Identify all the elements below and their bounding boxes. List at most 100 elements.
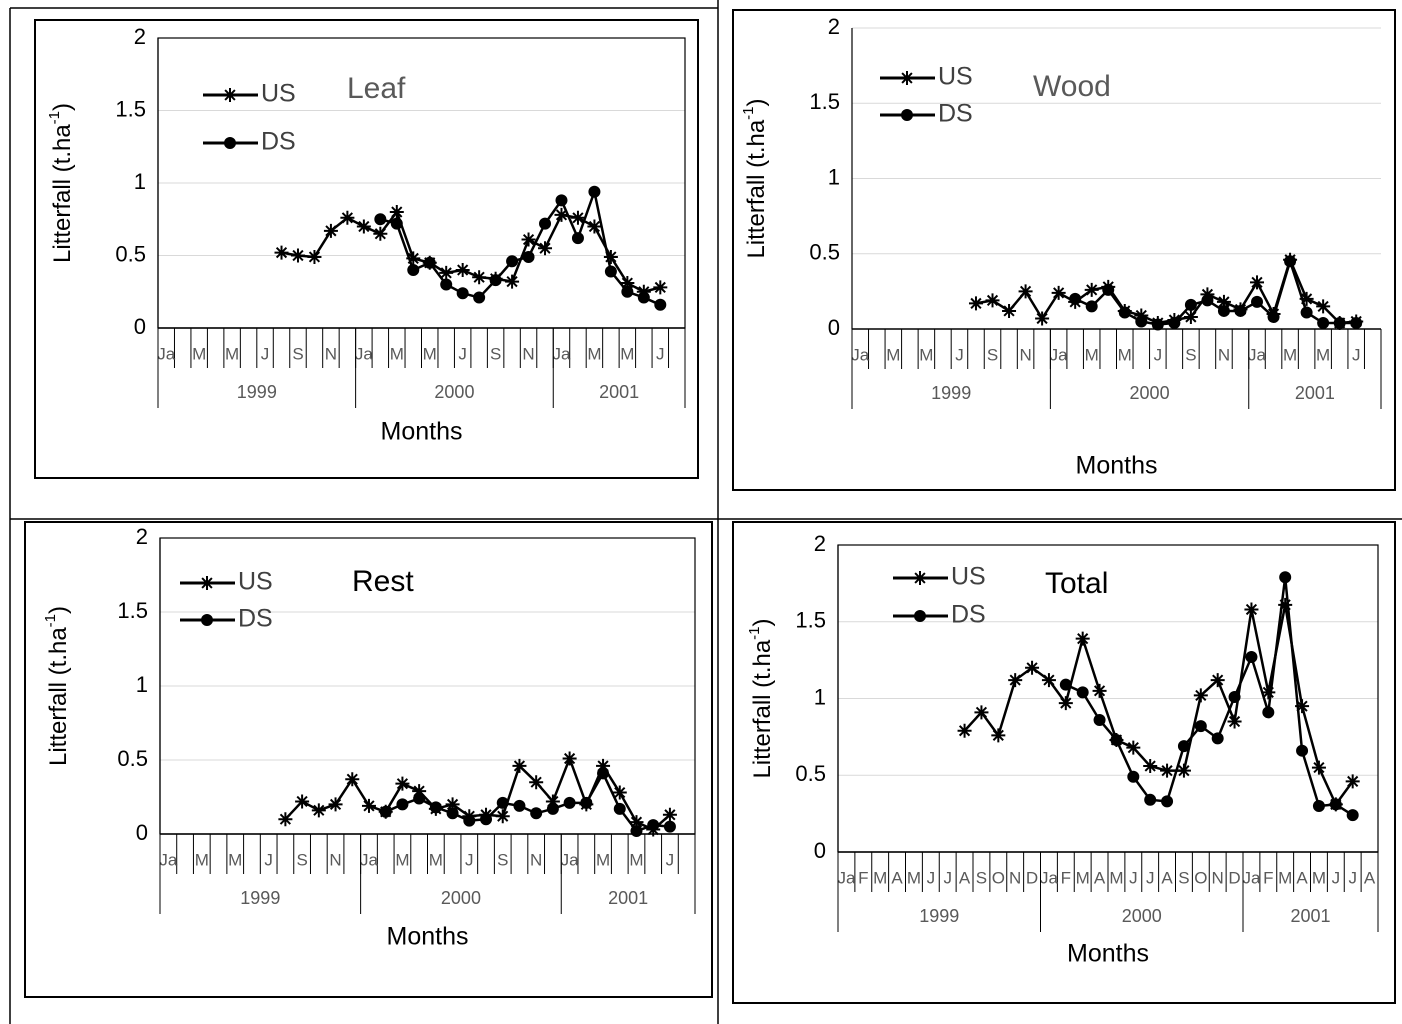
marker bbox=[662, 807, 677, 822]
y-axis-title-part: Litterfall (t.ha bbox=[45, 627, 72, 766]
x-tick-label: Ja bbox=[157, 344, 176, 363]
marker bbox=[1184, 298, 1197, 311]
x-tick-label: N bbox=[329, 850, 341, 869]
marker bbox=[1200, 287, 1215, 302]
x-tick-label: A bbox=[1296, 868, 1308, 887]
marker bbox=[1345, 774, 1360, 789]
marker bbox=[1193, 688, 1208, 703]
group-label: 1999 bbox=[931, 383, 971, 403]
x-tick-label: M bbox=[1085, 345, 1099, 364]
x-tick-label: Ja bbox=[360, 850, 379, 869]
x-tick-label: J bbox=[1154, 345, 1163, 364]
y-axis-title: Litterfall (t.ha-1) bbox=[746, 618, 776, 778]
marker bbox=[323, 223, 338, 238]
marker bbox=[587, 219, 602, 234]
marker bbox=[278, 812, 293, 827]
y-axis-title-part: ) bbox=[743, 98, 770, 106]
marker bbox=[539, 217, 552, 230]
marker bbox=[345, 772, 360, 787]
marker bbox=[620, 276, 635, 291]
x-tick-label: M bbox=[1283, 345, 1297, 364]
chart-frame bbox=[34, 19, 699, 479]
x-tick-label: J bbox=[1348, 868, 1357, 887]
y-tick-label: 0 bbox=[828, 315, 840, 340]
marker bbox=[522, 250, 535, 263]
x-tick-label: J bbox=[264, 850, 273, 869]
y-tick-label: 1 bbox=[136, 672, 148, 697]
legend-label: DS bbox=[951, 601, 986, 629]
x-tick-label: N bbox=[1009, 868, 1021, 887]
legend-label: DS bbox=[938, 100, 973, 128]
marker bbox=[1085, 300, 1098, 313]
marker bbox=[1118, 306, 1131, 319]
x-tick-label: D bbox=[1026, 868, 1038, 887]
x-tick-label: Ja bbox=[1050, 345, 1069, 364]
x-tick-label: S bbox=[976, 868, 987, 887]
marker bbox=[1144, 793, 1157, 806]
x-axis-title: Months bbox=[381, 418, 463, 446]
x-tick-label: J bbox=[1129, 868, 1138, 887]
marker bbox=[1168, 316, 1181, 329]
marker bbox=[505, 274, 520, 289]
marker bbox=[413, 792, 426, 805]
group-label: 2001 bbox=[599, 382, 639, 402]
legend-label: US bbox=[261, 80, 296, 108]
x-tick-label: S bbox=[1185, 345, 1196, 364]
y-tick-label: 1.5 bbox=[795, 608, 826, 633]
marker bbox=[480, 813, 493, 826]
y-axis-title-part: -1 bbox=[46, 111, 63, 124]
marker bbox=[604, 265, 617, 278]
x-tick-label: J bbox=[656, 344, 665, 363]
x-tick-label: J bbox=[458, 344, 467, 363]
x-tick-label: J bbox=[261, 344, 270, 363]
marker bbox=[562, 751, 577, 766]
x-tick-label: A bbox=[1161, 868, 1173, 887]
marker bbox=[991, 728, 1006, 743]
marker bbox=[1135, 315, 1148, 328]
marker bbox=[311, 803, 326, 818]
y-tick-label: 2 bbox=[814, 531, 826, 556]
y-axis-title: Litterfall (t.ha-1) bbox=[740, 98, 770, 258]
x-tick-label: M bbox=[429, 850, 443, 869]
marker bbox=[1127, 770, 1140, 783]
x-tick-label: M bbox=[1278, 868, 1292, 887]
y-axis-title-part: -1 bbox=[42, 614, 59, 627]
panel-title: Total bbox=[1045, 567, 1108, 600]
group-label: 2000 bbox=[1130, 383, 1170, 403]
x-tick-label: S bbox=[292, 344, 303, 363]
marker bbox=[1151, 318, 1164, 331]
marker bbox=[223, 88, 237, 102]
x-tick-label: M bbox=[1109, 868, 1123, 887]
marker bbox=[545, 794, 560, 809]
marker bbox=[373, 226, 388, 241]
marker bbox=[340, 210, 355, 225]
marker bbox=[1295, 699, 1310, 714]
marker bbox=[1250, 275, 1265, 290]
x-tick-label: S bbox=[490, 344, 501, 363]
marker bbox=[621, 285, 634, 298]
marker bbox=[1176, 763, 1191, 778]
y-tick-label: 0.5 bbox=[795, 761, 826, 786]
marker bbox=[555, 194, 568, 207]
x-tick-label: M bbox=[423, 344, 437, 363]
marker bbox=[968, 296, 983, 311]
y-tick-label: 0 bbox=[134, 314, 146, 339]
y-tick-label: 0.5 bbox=[115, 241, 146, 266]
y-tick-label: 2 bbox=[134, 24, 146, 49]
marker bbox=[456, 287, 469, 300]
marker bbox=[580, 796, 593, 809]
group-label: 1999 bbox=[919, 906, 959, 926]
y-axis-title-part: -1 bbox=[740, 106, 757, 119]
x-tick-label: F bbox=[1263, 868, 1273, 887]
x-tick-label: N bbox=[1212, 868, 1224, 887]
x-tick-label: M bbox=[873, 868, 887, 887]
x-tick-label: S bbox=[1178, 868, 1189, 887]
marker bbox=[513, 799, 526, 812]
y-axis-title-part: ) bbox=[49, 103, 76, 111]
x-tick-label: O bbox=[992, 868, 1005, 887]
marker bbox=[612, 785, 627, 800]
marker bbox=[571, 232, 584, 245]
marker bbox=[554, 207, 569, 222]
